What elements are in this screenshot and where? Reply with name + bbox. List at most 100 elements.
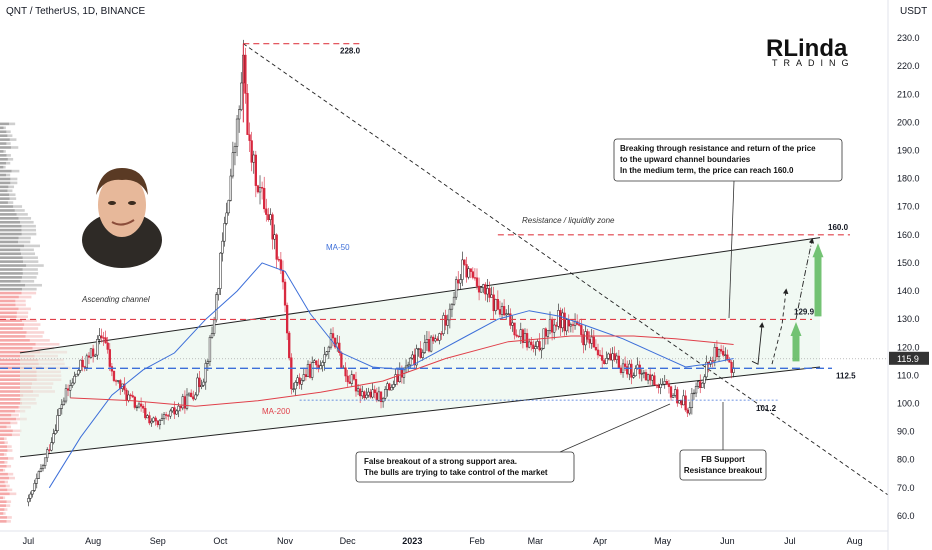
candle-body	[473, 277, 477, 279]
candle-body	[692, 392, 696, 395]
candle-body	[240, 82, 243, 110]
candle-body	[354, 379, 358, 392]
candle-body	[628, 363, 631, 375]
volume-profile-bar	[7, 449, 13, 452]
candle-body	[722, 350, 725, 356]
projection-path-2	[771, 288, 789, 365]
candle-body	[619, 367, 623, 374]
candle-body	[513, 322, 516, 336]
symbol-title: QNT / TetherUS, 1D, BINANCE	[6, 6, 145, 17]
candle-body	[550, 319, 554, 333]
candle-body	[131, 395, 134, 398]
candle-body	[519, 329, 522, 337]
candle-body	[696, 381, 700, 387]
candle-body	[379, 391, 383, 403]
resistance-zone-label: Resistance / liquidity zone	[522, 216, 615, 225]
volume-profile-bar	[4, 461, 8, 464]
candle-body	[33, 483, 36, 491]
candle-body	[94, 354, 97, 357]
candle-body	[598, 354, 602, 357]
volume-profile-bar	[0, 154, 7, 157]
candle-body	[463, 259, 466, 265]
volume-profile-bar	[7, 516, 12, 519]
candle-body	[144, 408, 147, 419]
candle-body	[494, 299, 497, 312]
candle-body	[588, 339, 591, 344]
y-tick-label: 90.0	[897, 427, 915, 437]
volume-profile-bar	[0, 197, 10, 200]
volume-profile-bar	[12, 429, 22, 433]
volume-profile-bar	[6, 500, 12, 503]
candle-body	[480, 287, 483, 293]
meme-face-image	[80, 160, 164, 268]
candle-body	[384, 389, 387, 399]
callout-bottom-line2: The bulls are trying to take control of …	[364, 468, 548, 477]
candle-body	[206, 361, 210, 364]
y-tick-label: 130.0	[897, 314, 920, 324]
candle-body	[71, 382, 74, 386]
volume-profile-bar	[0, 217, 19, 220]
candle-body	[89, 348, 93, 358]
volume-profile-bar	[6, 130, 11, 134]
volume-profile-bar	[9, 492, 17, 496]
volume-profile-bar	[0, 130, 7, 134]
candle-body	[46, 449, 49, 459]
volume-profile-bar	[0, 260, 24, 263]
volume-profile-bar	[6, 425, 12, 429]
volume-profile-bar	[0, 417, 17, 421]
volume-profile-bar	[0, 256, 23, 259]
candle-body	[638, 364, 641, 375]
candle-body	[601, 355, 604, 361]
y-tick-label: 80.0	[897, 455, 915, 465]
volume-profile-bar	[3, 165, 6, 169]
level-101-label: 101.2	[756, 404, 777, 413]
candle-body	[260, 187, 264, 189]
volume-profile-bar	[0, 350, 41, 354]
candle-body	[488, 288, 491, 298]
candle-body	[484, 284, 487, 295]
candle-body	[167, 415, 170, 417]
volume-profile-bar	[0, 508, 5, 511]
candle-body	[544, 328, 547, 337]
y-tick-label: 220.0	[897, 61, 920, 71]
candle-body	[436, 338, 439, 341]
candle-body	[102, 337, 105, 339]
candle-body	[114, 380, 118, 382]
candle-body	[83, 366, 86, 368]
candle-body	[415, 348, 418, 366]
volume-profile-bar	[8, 185, 15, 189]
candle-body	[313, 360, 316, 363]
volume-profile-bar	[0, 291, 22, 295]
candle-body	[56, 415, 59, 431]
candle-body	[238, 109, 241, 120]
volume-profile-bar	[0, 236, 19, 240]
candle-body	[294, 382, 297, 390]
volume-profile-bar	[3, 468, 6, 472]
volume-profile-bar	[21, 232, 37, 236]
candle-body	[363, 391, 366, 399]
y-tick-label: 190.0	[897, 146, 920, 156]
volume-profile-bar	[22, 327, 39, 330]
candle-body	[367, 391, 370, 396]
candle-body	[653, 375, 656, 385]
candle-body	[521, 329, 525, 343]
volume-profile-bar	[35, 342, 60, 346]
candle-body	[37, 471, 41, 479]
candle-body	[567, 319, 570, 327]
candle-body	[569, 324, 573, 327]
candle-body	[29, 493, 32, 499]
volume-profile-bar	[6, 161, 11, 165]
candle-body	[457, 279, 460, 284]
volume-profile-bar	[7, 201, 14, 204]
candle-body	[265, 208, 268, 215]
candle-body	[582, 334, 585, 346]
candle-body	[678, 400, 681, 404]
current-price-label: 115.9	[897, 354, 919, 364]
volume-profile-bar	[18, 307, 31, 311]
volume-profile-bar	[0, 429, 13, 433]
candle-body	[208, 337, 212, 362]
current-price-badge	[889, 351, 929, 365]
x-tick-label: May	[654, 536, 672, 546]
